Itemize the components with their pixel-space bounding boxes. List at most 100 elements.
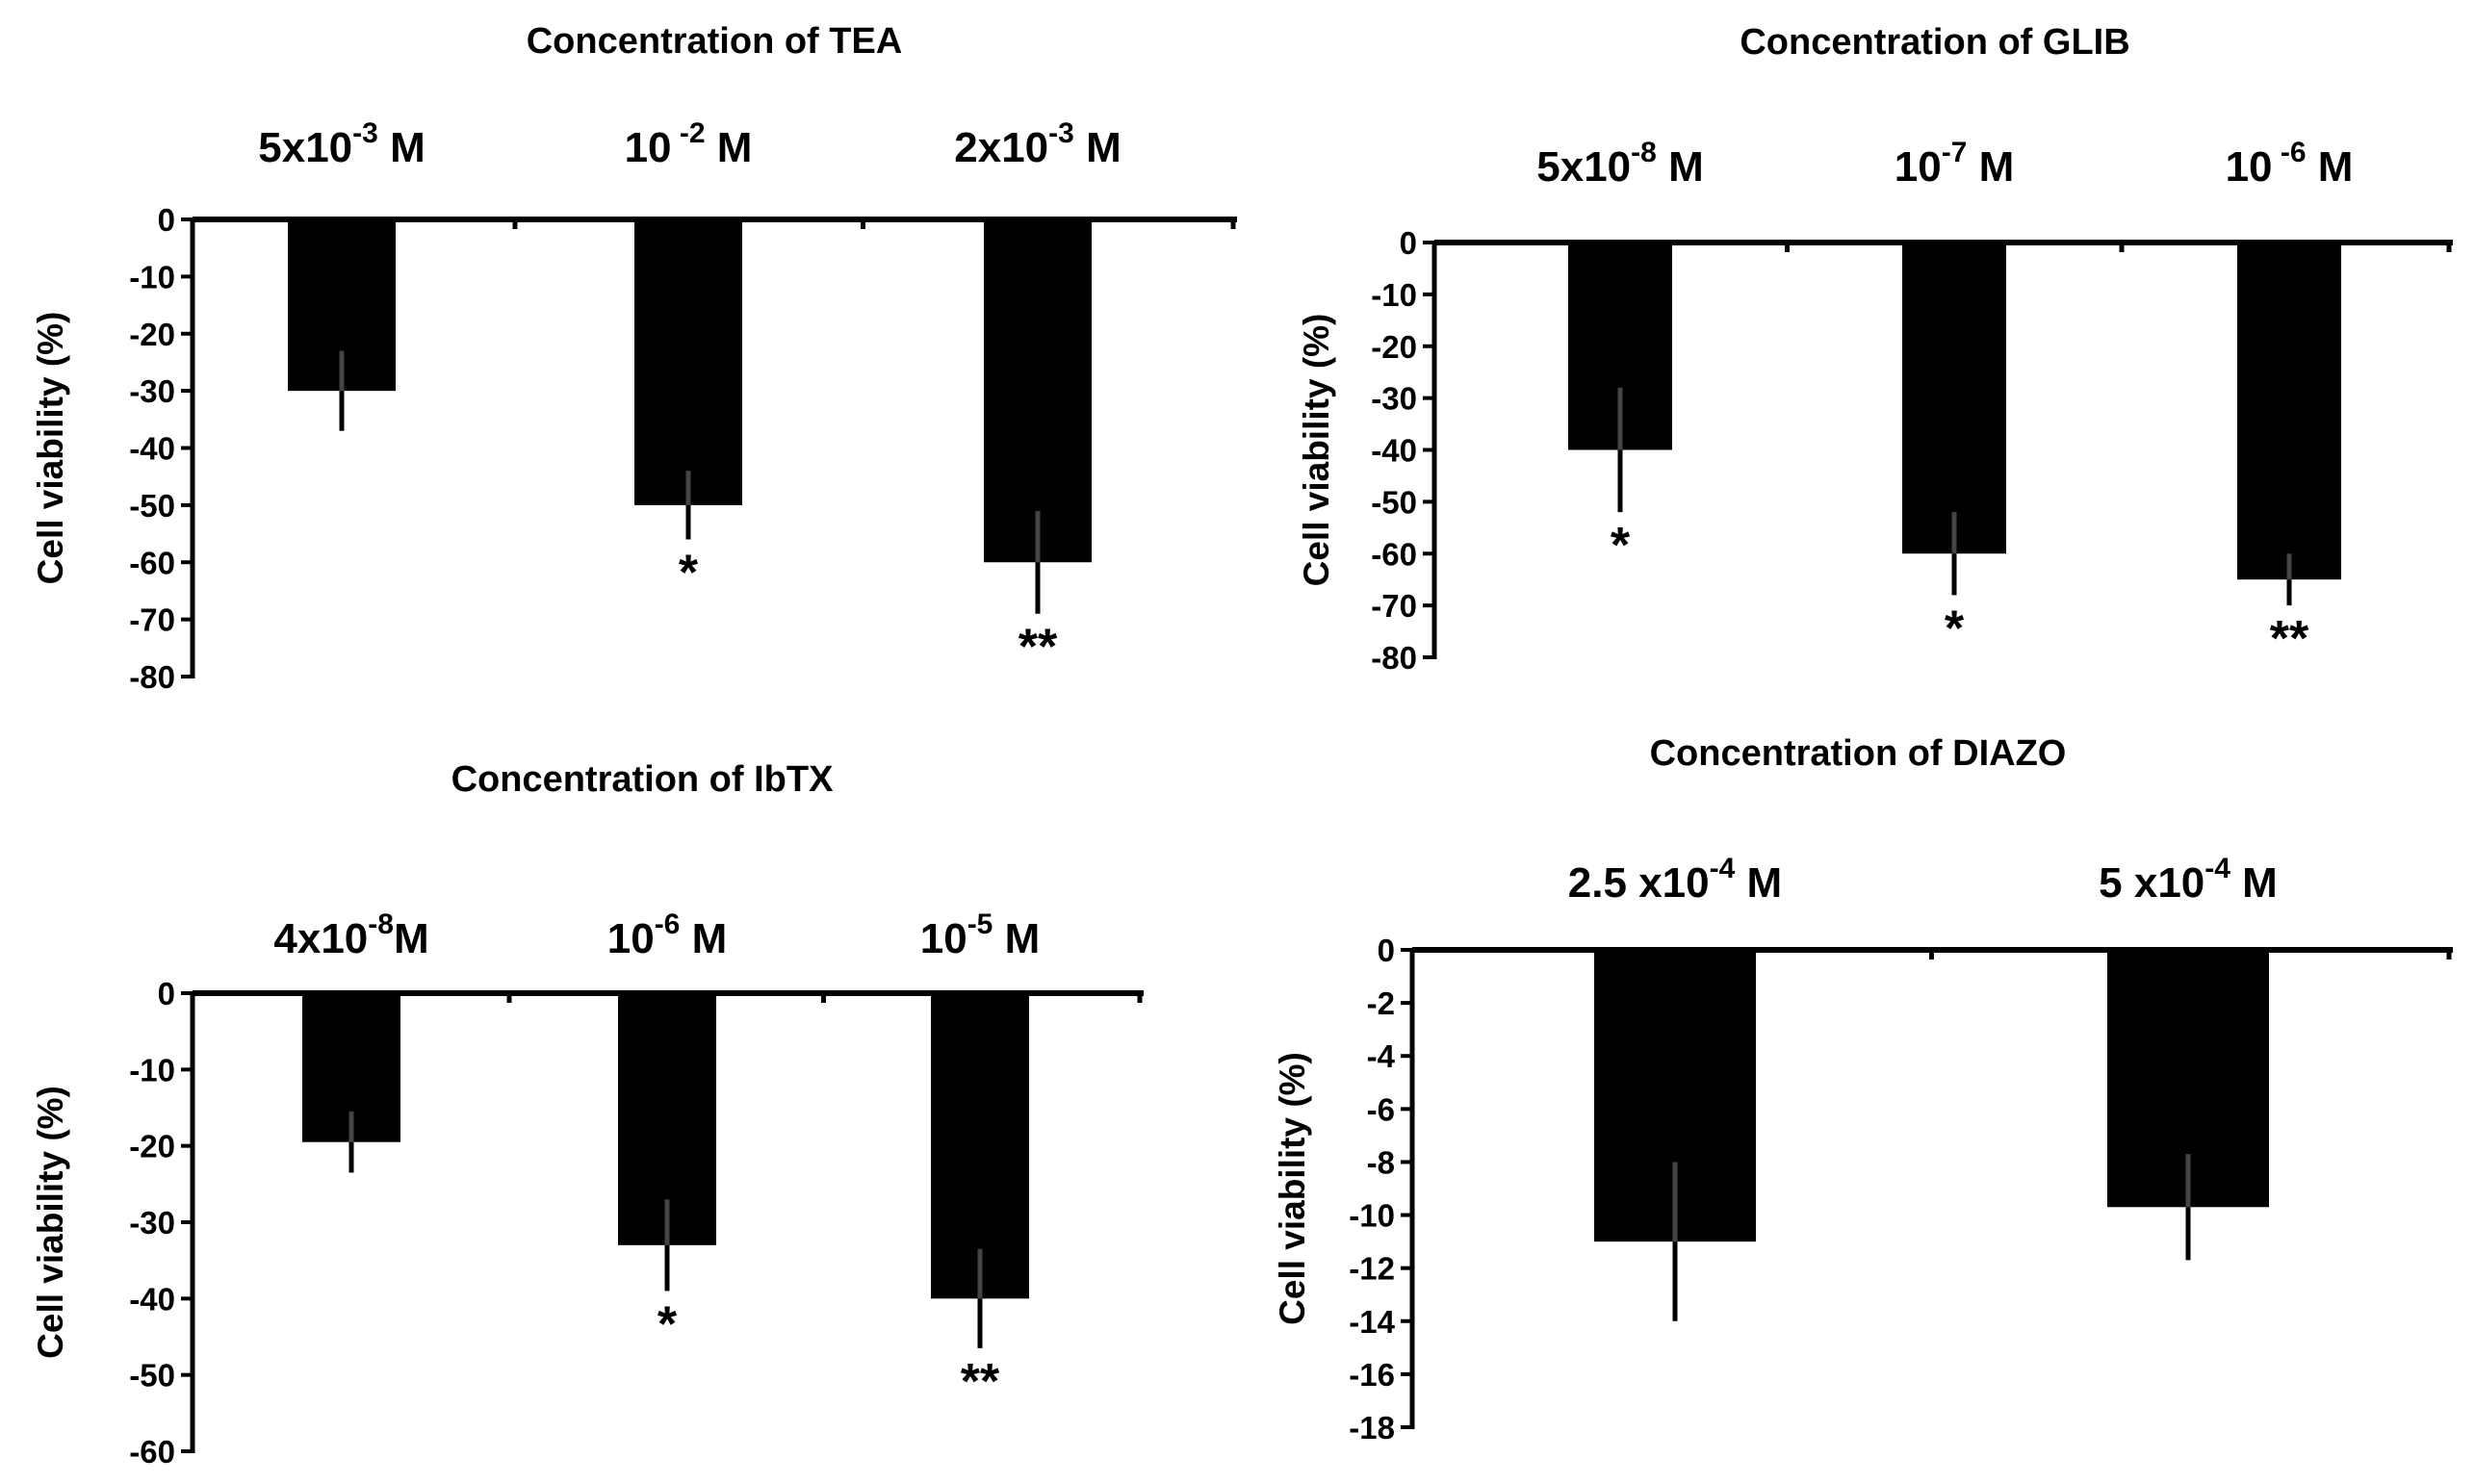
category-label: 5 x10-4 M (2099, 853, 2278, 907)
y-tick-label: -8 (1367, 1144, 1395, 1180)
category-label: 10 -6 M (2226, 137, 2354, 191)
category-exponent: -6 (2273, 137, 2307, 168)
significance-marker: * (679, 546, 699, 601)
y-tick-label: -30 (129, 373, 175, 409)
category-unit: M (1074, 124, 1121, 171)
y-tick-label: -10 (1371, 277, 1417, 313)
category-exponent: -3 (352, 117, 378, 149)
chart-diazo: Concentration of DIAZO Cell viability (%)… (1273, 733, 2453, 1446)
y-tick-label: -60 (129, 1434, 175, 1470)
y-tick-label: -40 (1371, 433, 1417, 469)
y-axis-label: Cell viability (%) (31, 312, 70, 585)
y-tick-label: -14 (1349, 1304, 1395, 1340)
y-tick-label: -20 (1371, 329, 1417, 365)
category-unit: M (1735, 859, 1782, 907)
bar (634, 219, 742, 505)
y-tick-label: -50 (129, 1358, 175, 1394)
chart-title: Concentration of GLIB (1740, 22, 2129, 63)
y-tick-label: -6 (1367, 1091, 1395, 1127)
category-label: 5x10-8 M (1536, 137, 1703, 191)
category-unit: M (394, 915, 429, 962)
y-tick-label: 0 (1378, 933, 1395, 968)
y-tick-label: -60 (129, 545, 175, 580)
category-unit: M (2230, 859, 2278, 907)
y-tick-label: -16 (1349, 1357, 1395, 1393)
significance-marker: * (1611, 518, 1631, 574)
category-base: 2.5 x10 (1568, 859, 1710, 907)
y-axis-label: Cell viability (%) (31, 1086, 70, 1359)
y-tick-label: -10 (129, 259, 175, 294)
significance-marker: ** (961, 1354, 1000, 1410)
y-tick-label: -18 (1349, 1410, 1395, 1446)
y-tick-label: -30 (129, 1205, 175, 1241)
significance-marker: * (657, 1296, 678, 1352)
bar (2237, 243, 2341, 580)
category-unit: M (2307, 143, 2354, 191)
y-tick-label: -30 (1371, 381, 1417, 417)
y-tick-label: -4 (1367, 1038, 1396, 1074)
y-axis-label: Cell viability (%) (1273, 1052, 1312, 1325)
category-exponent: -6 (655, 908, 681, 940)
chart-tea: Concentration of TEA Cell viability (%) 0 -… (31, 21, 1237, 695)
y-tick-label: -40 (129, 431, 175, 467)
chart-glib: Concentration of GLIB Cell viability (%) 0… (1297, 22, 2453, 676)
category-unit: M (706, 124, 753, 171)
y-tick-label: 0 (158, 202, 175, 238)
category-base: 10 (2226, 143, 2273, 191)
category-exponent: -8 (368, 908, 394, 940)
y-tick-label: -10 (129, 1052, 175, 1087)
bar (931, 993, 1029, 1299)
y-tick-label: -60 (1371, 536, 1417, 572)
category-base: 10 (607, 915, 655, 962)
y-tick-label: -50 (129, 488, 175, 524)
y-tick-label: -50 (1371, 484, 1417, 520)
y-tick-label: -70 (129, 602, 175, 638)
category-unit: M (1657, 143, 1704, 191)
category-base: 10 (1895, 143, 1942, 191)
category-base: 10 (920, 915, 967, 962)
category-label: 5x10-3 M (258, 117, 425, 171)
category-base: 2x10 (954, 124, 1048, 171)
category-base: 4x10 (273, 915, 368, 962)
category-exponent: -2 (672, 117, 706, 149)
category-unit: M (993, 915, 1040, 962)
y-tick-label: -2 (1367, 985, 1395, 1021)
y-axis-label: Cell viability (%) (1297, 314, 1336, 587)
chart-title: Concentration of DIAZO (1650, 733, 2067, 774)
y-tick-label: -10 (1349, 1198, 1395, 1234)
category-exponent: -7 (1942, 137, 1968, 168)
y-tick-label: 0 (158, 976, 175, 1011)
category-unit: M (680, 915, 727, 962)
category-exponent: -5 (967, 908, 993, 940)
category-base: 5x10 (1536, 143, 1631, 191)
category-exponent: -3 (1048, 117, 1074, 149)
chart-ibtx: Concentration of IbTX Cell viability (%) 0… (31, 759, 1144, 1470)
significance-marker: ** (2270, 611, 2309, 667)
y-tick-label: -80 (129, 659, 175, 695)
significance-marker: ** (1018, 620, 1058, 676)
y-tick-label: -20 (129, 317, 175, 352)
category-unit: M (1967, 143, 2014, 191)
category-exponent: -4 (2204, 853, 2230, 884)
category-exponent: -4 (1710, 853, 1736, 884)
y-tick-label: -12 (1349, 1251, 1395, 1287)
category-label: 10-6 M (607, 908, 728, 962)
category-label: 4x10-8M (273, 908, 428, 962)
y-tick-label: -20 (129, 1129, 175, 1164)
y-tick-label: -40 (129, 1281, 175, 1317)
category-base: 10 (625, 124, 672, 171)
category-label: 10 -2 M (625, 117, 753, 171)
category-base: 5x10 (258, 124, 352, 171)
bar (1902, 243, 2006, 554)
y-tick-label: -80 (1371, 640, 1417, 676)
category-exponent: -8 (1631, 137, 1657, 168)
y-tick-label: -70 (1371, 588, 1417, 624)
category-label: 10-7 M (1895, 137, 2015, 191)
category-label: 2x10-3 M (954, 117, 1121, 171)
chart-title: Concentration of TEA (527, 21, 903, 62)
category-label: 2.5 x10-4 M (1568, 853, 1782, 907)
category-base: 5 x10 (2099, 859, 2204, 907)
y-tick-label: 0 (1400, 225, 1417, 261)
bar (984, 219, 1092, 563)
